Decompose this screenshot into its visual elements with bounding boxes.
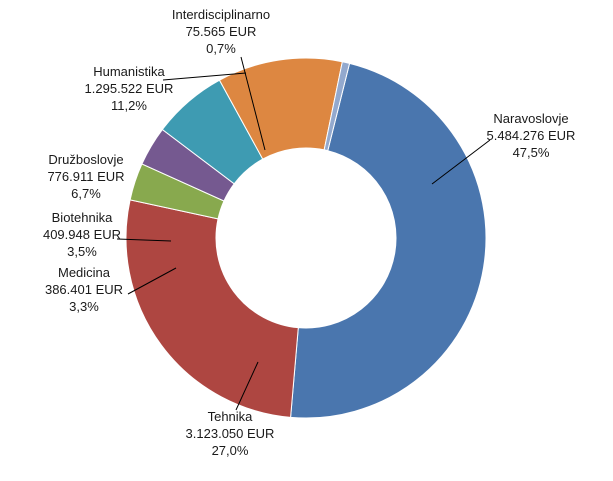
leader-line-biotehnika [116,238,172,242]
data-label-druzboslovje: Družboslovje 776.911 EUR 6,7% [47,152,124,201]
label-amount: 75.565 EUR [186,24,257,39]
label-percent: 6,7% [71,186,101,201]
label-name: Tehnika [208,409,254,424]
data-label-medicina: Medicina 386.401 EUR 3,3% [45,265,123,314]
label-name: Družboslovje [48,152,123,167]
label-percent: 3,5% [67,244,97,259]
slice-interdisciplinarno [323,61,351,152]
data-label-interdisciplinarno: Interdisciplinarno 75.565 EUR 0,7% [172,7,270,56]
label-amount: 1.295.522 EUR [85,81,174,96]
label-amount: 409.948 EUR [43,227,121,242]
leader-line-naravoslovje [431,139,491,185]
label-percent: 47,5% [513,145,550,160]
label-name: Interdisciplinarno [172,7,270,22]
leader-line-medicina [127,267,177,295]
label-name: Naravoslovje [493,111,568,126]
label-amount: 776.911 EUR [47,169,124,184]
label-percent: 27,0% [212,443,249,458]
label-amount: 5.484.276 EUR [487,128,576,143]
label-percent: 0,7% [206,41,236,56]
label-amount: 386.401 EUR [45,282,123,297]
label-name: Medicina [58,265,111,280]
label-percent: 11,2% [111,98,147,113]
leader-line-humanistika [162,72,247,81]
data-label-humanistika: Humanistika 1.295.522 EUR 11,2% [85,64,174,113]
leader-line-tehnika [235,361,259,411]
slice-naravoslovje [290,62,487,419]
label-amount: 3.123.050 EUR [186,426,275,441]
label-name: Biotehnika [52,210,113,225]
slice-tehnika [125,199,299,418]
data-label-naravoslovje: Naravoslovje 5.484.276 EUR 47,5% [487,111,576,160]
leader-line-interdisciplinarno [240,56,266,151]
data-label-biotehnika: Biotehnika 409.948 EUR 3,5% [43,210,121,259]
label-name: Humanistika [93,64,165,79]
data-label-tehnika: Tehnika 3.123.050 EUR 27,0% [186,409,275,458]
label-percent: 3,3% [69,299,99,314]
